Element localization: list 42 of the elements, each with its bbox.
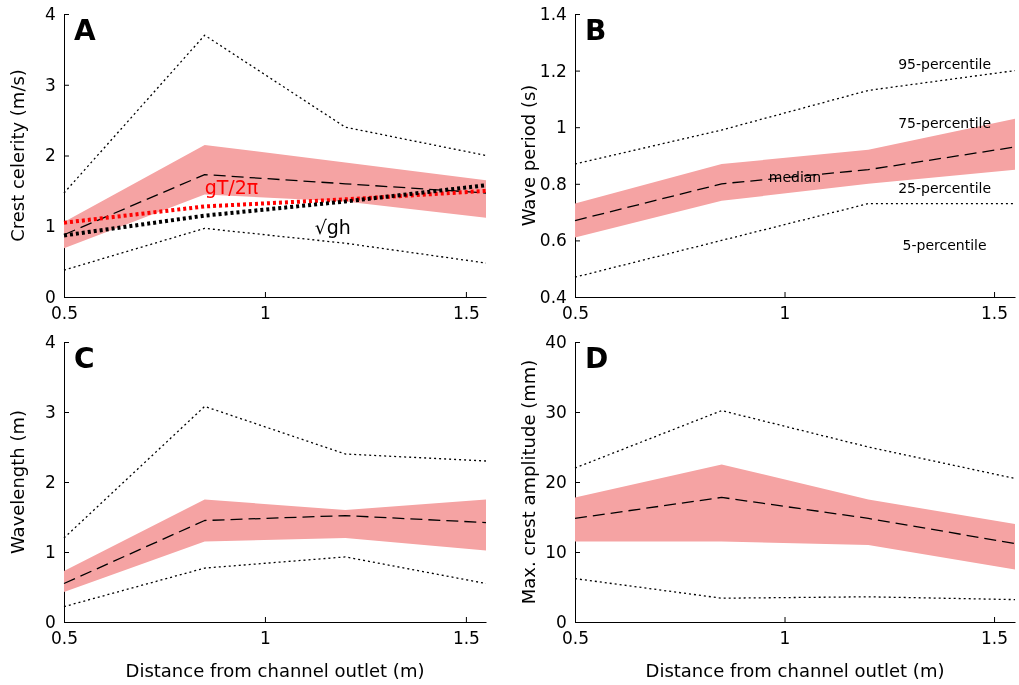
x-tick-label: 1 xyxy=(779,627,791,648)
y-tick-label: 4 xyxy=(45,331,56,352)
y-tick-label: 1 xyxy=(45,541,56,562)
y-tick-label: 20 xyxy=(545,471,567,492)
x-tick-label: 1 xyxy=(260,627,271,648)
y-tick-label: 1 xyxy=(556,117,567,138)
y-axis-title: Max. crest amplitude (mm) xyxy=(518,359,539,605)
y-tick-label: 30 xyxy=(545,401,567,422)
annotation: 25-percentile xyxy=(898,180,992,197)
y-tick-label: 2 xyxy=(45,145,56,166)
annotation: 75-percentile xyxy=(898,115,992,132)
x-tick-label: 1 xyxy=(779,302,791,323)
x-tick-label: 1.5 xyxy=(981,627,1009,648)
y-tick-label: 4 xyxy=(45,3,56,24)
chart-title: B xyxy=(585,14,607,47)
x-axis-title: Distance from channel outlet (m) xyxy=(125,660,425,681)
x-tick-label: 1.5 xyxy=(981,302,1009,323)
y-axis-title: Wave period (s) xyxy=(518,84,539,227)
x-axis-title: Distance from channel outlet (m) xyxy=(645,660,945,681)
annotation: 5-percentile xyxy=(902,237,987,254)
y-tick-label: 2 xyxy=(45,471,56,492)
y-tick-label: 1.4 xyxy=(539,3,567,24)
line-series xyxy=(63,514,487,585)
x-tick-label: 1.5 xyxy=(452,302,480,323)
y-tick-label: 0.6 xyxy=(539,230,567,251)
y-axis-title: Wavelength (m) xyxy=(7,409,28,555)
series-label: √gh xyxy=(314,215,351,238)
x-tick-label: 1.5 xyxy=(452,627,480,648)
chart-title: D xyxy=(585,342,609,375)
y-tick-label: 0.8 xyxy=(539,173,567,194)
y-tick-label: 3 xyxy=(45,401,56,422)
y-tick-label: 1 xyxy=(45,216,56,237)
y-tick-label: 40 xyxy=(545,331,567,352)
x-tick-label: 1 xyxy=(260,302,271,323)
y-tick-label: 1.2 xyxy=(539,60,567,81)
y-tick-label: 10 xyxy=(545,541,567,562)
chart-title: C xyxy=(74,342,95,375)
series-label: gT/2π xyxy=(204,176,259,199)
y-axis-title: Crest celerity (m/s) xyxy=(7,69,28,242)
y-tick-label: 3 xyxy=(45,74,56,95)
annotation: 95-percentile xyxy=(898,55,992,72)
chart-title: A xyxy=(74,14,96,47)
